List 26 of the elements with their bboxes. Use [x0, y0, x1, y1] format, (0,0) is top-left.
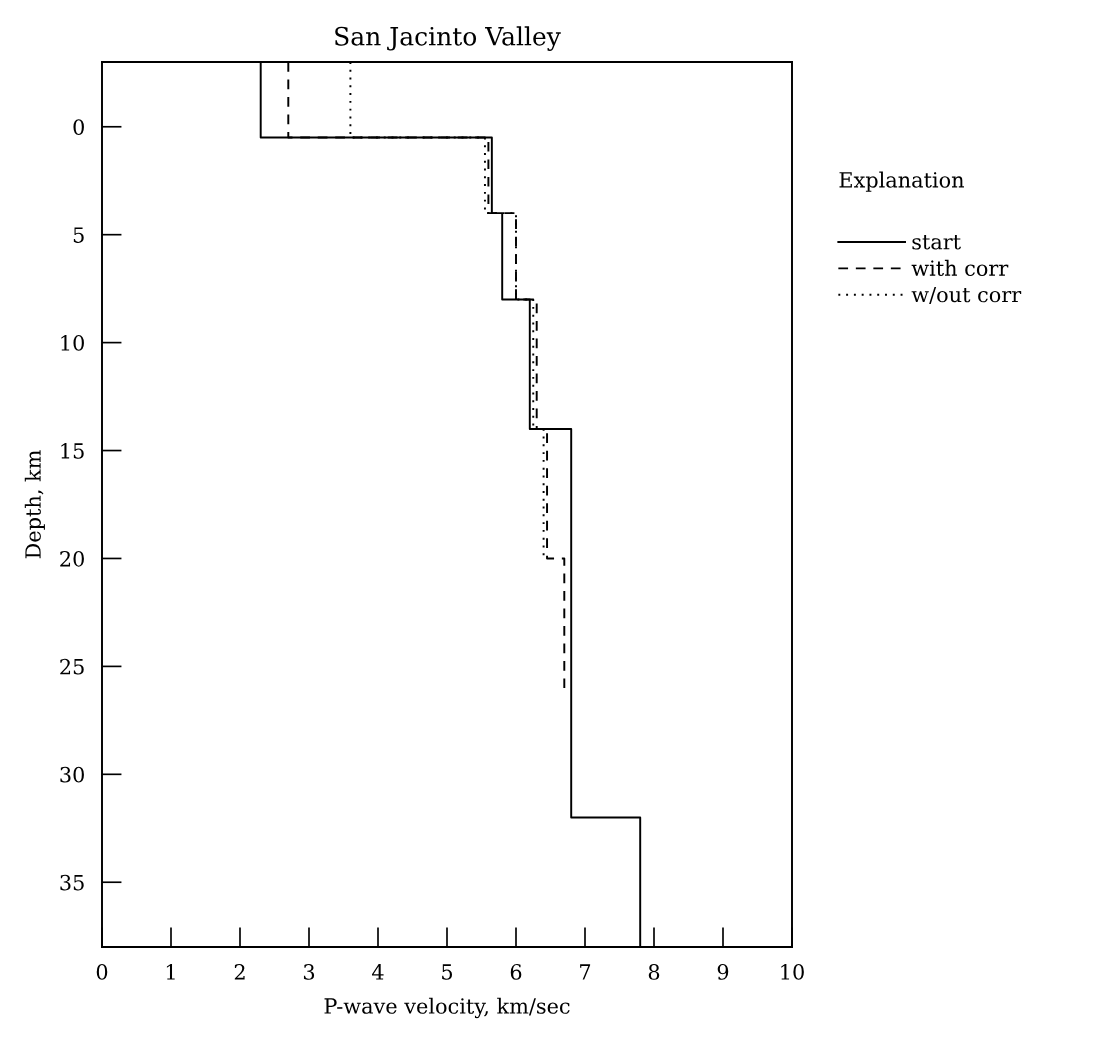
x-tick-label: 3: [303, 964, 315, 980]
x-tick-label: 6: [510, 964, 522, 980]
x-tick-label: 8: [648, 964, 660, 980]
y-tick-label: 0: [73, 119, 84, 135]
legend-label: w/out corr: [911, 286, 1022, 305]
x-tick-label: 2: [234, 964, 245, 980]
x-tick-label: 0: [96, 964, 108, 980]
x-tick-label: 10: [781, 964, 804, 980]
y-tick-label: 15: [61, 442, 84, 459]
y-tick-label: 5: [73, 227, 84, 243]
y-tick-label: 25: [60, 658, 84, 675]
y-tick-label: 20: [60, 550, 84, 567]
x-axis-title: P-wave velocity, km/sec: [324, 997, 570, 1019]
y-tick-label: 30: [60, 766, 84, 783]
legend-label: start: [912, 235, 961, 250]
chart-title: San Jacinto Valley: [335, 26, 561, 51]
y-axis-title: Depth, km: [24, 450, 45, 559]
y-tick-label: 35: [60, 874, 84, 891]
x-tick-label: 9: [717, 964, 729, 980]
legend-label: with corr: [911, 259, 1009, 276]
x-tick-label: 5: [442, 964, 453, 980]
x-tick-label: 1: [166, 964, 175, 980]
legend-title: Explanation: [839, 171, 964, 192]
x-tick-label: 4: [372, 964, 384, 980]
x-tick-label: 7: [580, 964, 591, 980]
y-tick-label: 10: [61, 335, 84, 351]
